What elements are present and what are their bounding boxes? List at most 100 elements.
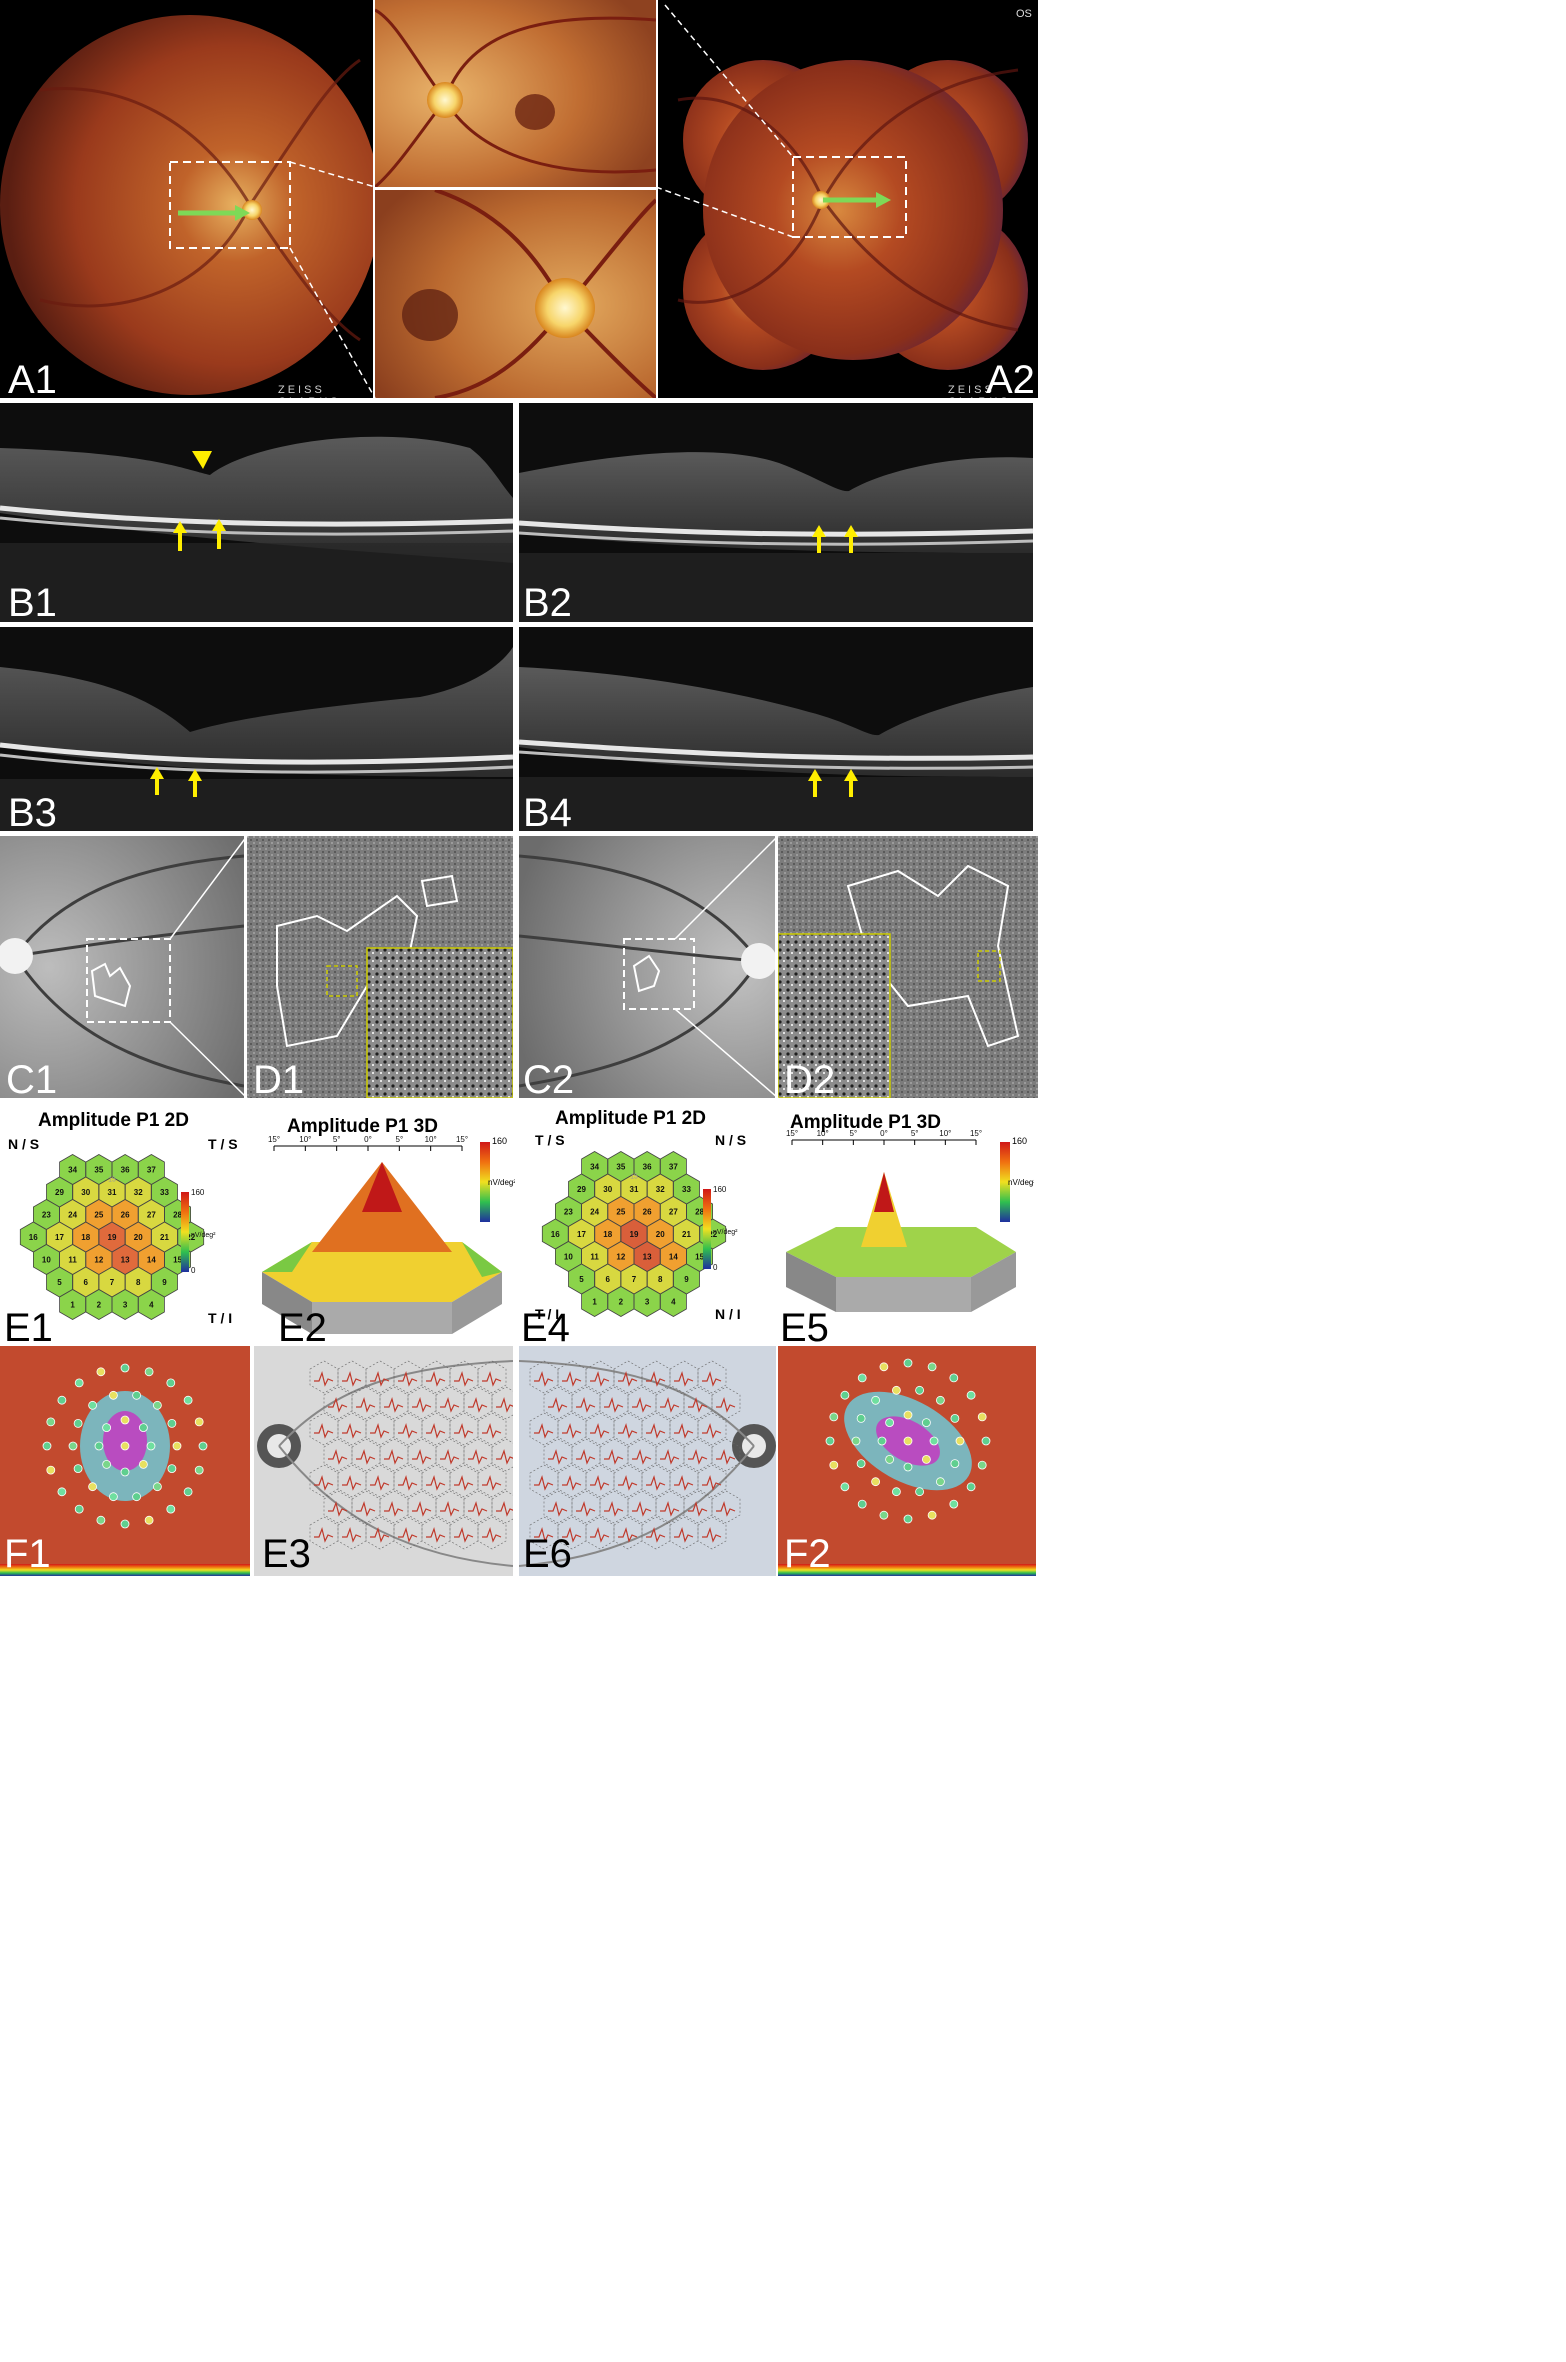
hex-cell-number: 30 [603, 1185, 612, 1194]
mferg-e1-panel: Amplitude P1 2D N / S T / S T / I 34 35 36… [0, 1102, 250, 1342]
erg-trace [562, 1526, 582, 1543]
hex-cell-number: 36 [643, 1163, 652, 1172]
mp-point [73, 1464, 83, 1473]
erg-trace [702, 1526, 722, 1543]
scale-unit-3d-right: nV/deg² [1008, 1178, 1034, 1187]
mp-point [120, 1415, 130, 1425]
mp-point [935, 1477, 945, 1487]
erg-trace [342, 1370, 362, 1387]
ruler-tick-label: 15° [970, 1129, 982, 1138]
microperimetry-f2-panel: F2 [778, 1346, 1036, 1576]
label-d1: D1 [253, 1058, 305, 1098]
erg-trace [618, 1370, 638, 1387]
hex-cell-number: 21 [160, 1233, 169, 1242]
scale-unit: nV/deg² [191, 1232, 216, 1239]
ruler-tick-label: 10° [299, 1135, 311, 1144]
erg-trace [370, 1526, 390, 1543]
erg-trace [632, 1500, 652, 1517]
mp-point [194, 1417, 204, 1427]
mp-point [857, 1373, 867, 1383]
fundus-a2-panel: OS ZEISS CLARUS A2 [658, 0, 1038, 398]
mp-point [949, 1499, 959, 1509]
mp-point [132, 1492, 142, 1502]
mp-point [88, 1482, 97, 1492]
mp-point [903, 1514, 913, 1524]
erg-trace [426, 1526, 446, 1543]
hex-cell-number: 33 [160, 1188, 169, 1197]
erg-trace [604, 1500, 624, 1517]
mp-point [152, 1400, 162, 1410]
mp-point [132, 1390, 142, 1400]
erg-trace [342, 1526, 362, 1543]
label-f1: F1 [4, 1532, 51, 1576]
hex-cell-number: 17 [55, 1233, 64, 1242]
label-c1: C1 [6, 1058, 58, 1098]
erg-trace [314, 1526, 334, 1543]
mp-point [120, 1519, 130, 1529]
erg-trace [328, 1500, 348, 1517]
hex-cell-number: 31 [630, 1185, 639, 1194]
mp-point [194, 1465, 204, 1475]
label-b2: B2 [523, 581, 572, 622]
fundus-inset-bottom [375, 190, 656, 398]
hex-cell-number: 4 [671, 1298, 676, 1307]
mp-point [871, 1477, 880, 1487]
mp-point [915, 1487, 925, 1497]
quadrant-ts-left: T / S [208, 1136, 238, 1152]
label-e6: E6 [523, 1532, 572, 1576]
erg-trace [482, 1474, 502, 1491]
erg-trace [328, 1448, 348, 1465]
erg-trace [674, 1526, 694, 1543]
ruler-tick-label: 10° [425, 1135, 437, 1144]
watermark-right: ZEISS CLARUS [948, 384, 1008, 398]
hex-cell-number: 3 [123, 1301, 128, 1310]
hex-cell-number: 16 [29, 1233, 38, 1242]
label-c2: C2 [523, 1058, 575, 1098]
erg-trace [496, 1500, 513, 1517]
hex-cell-number: 29 [55, 1188, 64, 1197]
mferg-e4-panel: Amplitude P1 2D T / S N / S T / I N / I … [519, 1102, 774, 1342]
hex-cell-number: 31 [108, 1188, 117, 1197]
hex-cell-number: 8 [136, 1278, 141, 1287]
ring-label: 15 [630, 1174, 638, 1181]
mp-point [74, 1504, 84, 1514]
slo-c2-panel: C2 [519, 836, 775, 1098]
hex-cell-number: 15 [173, 1256, 182, 1265]
hex-cell-number: 10 [42, 1256, 51, 1265]
mp-point [829, 1460, 839, 1470]
erg-trace [468, 1448, 488, 1465]
erg-trace [534, 1422, 554, 1439]
quadrant-ni-right: N / I [715, 1306, 741, 1322]
erg-trace [674, 1422, 694, 1439]
mp-point [851, 1436, 861, 1446]
erg-trace [496, 1396, 513, 1413]
mp-point [857, 1499, 867, 1509]
hex-cell-number: 35 [94, 1166, 103, 1175]
label-e1: E1 [4, 1306, 53, 1342]
hex-cell-number: 2 [97, 1301, 102, 1310]
hex-cell-number: 28 [173, 1211, 182, 1220]
erg-trace [440, 1448, 460, 1465]
hex-cell-number: 36 [121, 1166, 130, 1175]
hex-cell-number: 26 [121, 1211, 130, 1220]
fundus-inset-top [375, 0, 656, 187]
hex-cell-number: 29 [577, 1185, 586, 1194]
erg-trace [716, 1500, 736, 1517]
hex-cell-number: 34 [590, 1163, 599, 1172]
mp-point [102, 1460, 111, 1469]
erg-trace [342, 1474, 362, 1491]
hex-cell-number: 6 [84, 1278, 89, 1287]
mp-point [903, 1462, 913, 1472]
erg-trace [398, 1422, 418, 1439]
hex-cell-number: 35 [616, 1163, 625, 1172]
mp-point [73, 1419, 83, 1428]
erg-trace [702, 1370, 722, 1387]
erg-trace [646, 1422, 666, 1439]
erg-trace [660, 1500, 680, 1517]
mp-point [981, 1436, 991, 1446]
erg-trace [534, 1474, 554, 1491]
mp-point [146, 1441, 156, 1451]
surface-3d-right: 15° 10° 5° 0° 5° 10° 15° [786, 1129, 1016, 1312]
hex-cell-number: 9 [684, 1275, 689, 1284]
mp-point [935, 1395, 945, 1405]
